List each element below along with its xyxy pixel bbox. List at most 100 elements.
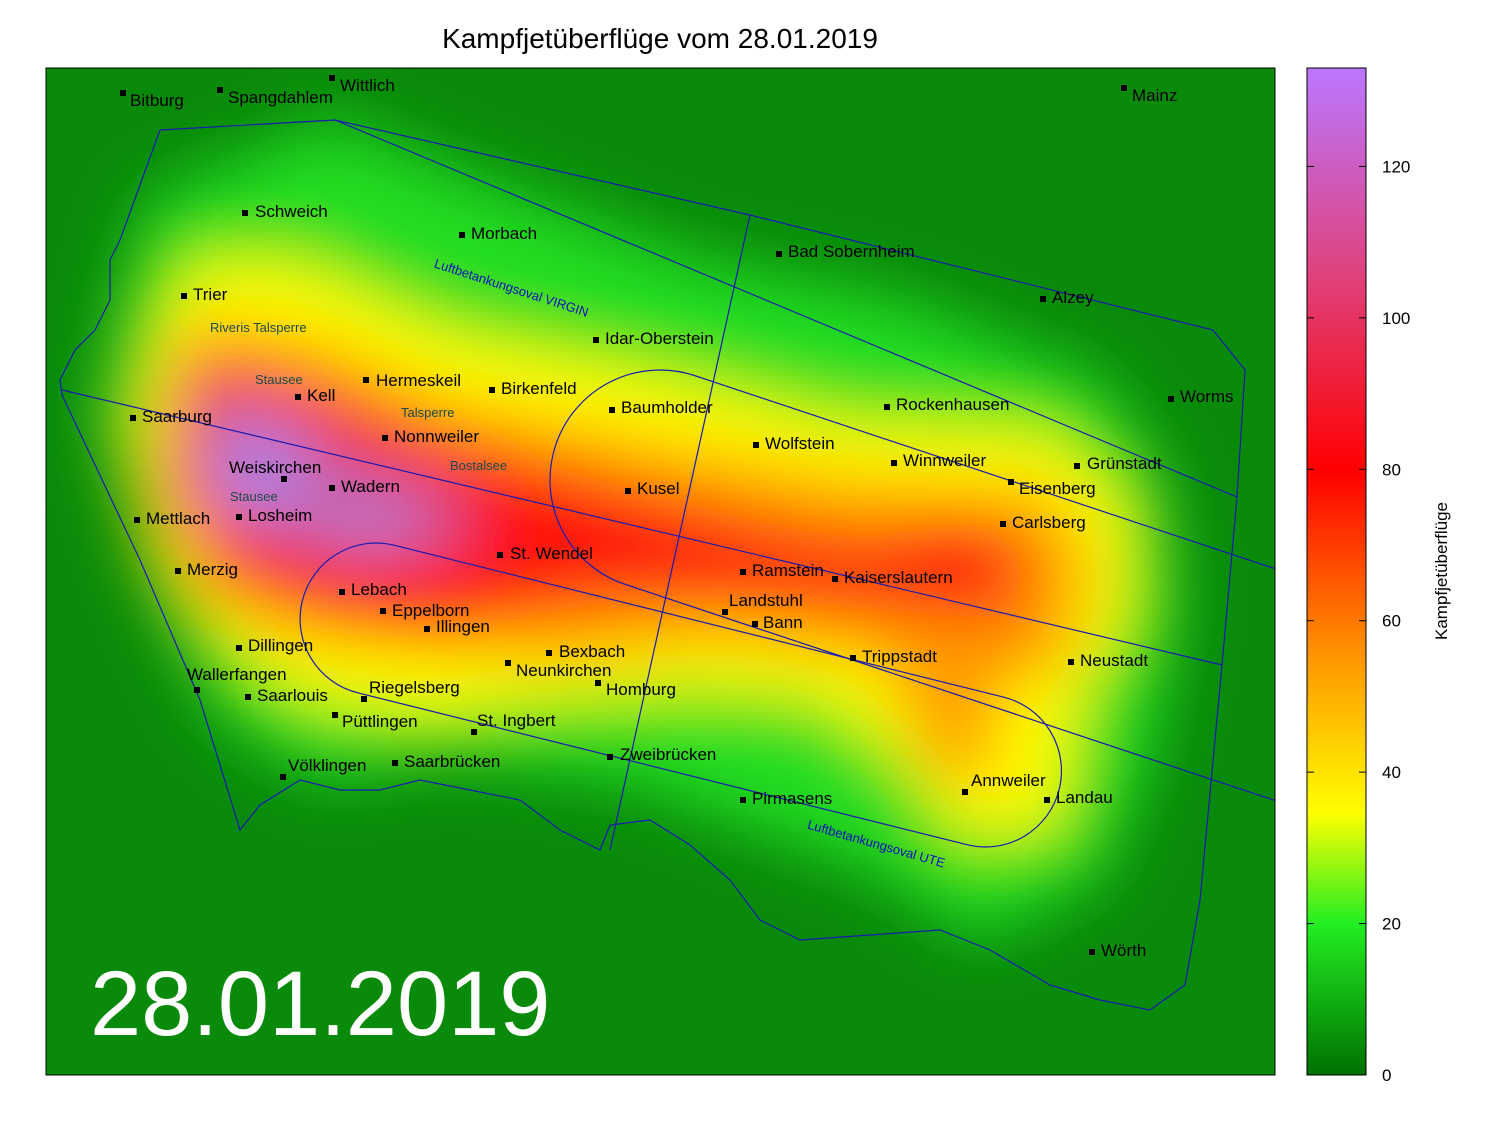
place-marker (236, 514, 242, 520)
place-marker (181, 293, 187, 299)
place-label: Carlsberg (1012, 513, 1086, 532)
colorbar-tick-label: 60 (1382, 612, 1401, 631)
place-label: Riegelsberg (369, 678, 460, 697)
place-label: Rockenhausen (896, 395, 1009, 414)
place-label: Hermeskeil (376, 371, 461, 390)
place-marker (281, 476, 287, 482)
place-label: Bad Sobernheim (788, 242, 915, 261)
place-marker (1044, 797, 1050, 803)
colorbar-tick-label: 100 (1382, 309, 1410, 328)
place-marker (459, 232, 465, 238)
place-label: Worms (1180, 387, 1234, 406)
place-label: Trippstadt (862, 647, 937, 666)
place-marker (962, 789, 968, 795)
place-marker (236, 645, 242, 651)
place-marker (329, 485, 335, 491)
place-marker (752, 621, 758, 627)
place-marker (361, 696, 367, 702)
place-marker (130, 415, 136, 421)
place-marker (595, 680, 601, 686)
lake-label: Talsperre (401, 405, 454, 420)
place-label: Mettlach (146, 509, 210, 528)
place-label: Püttlingen (342, 712, 418, 731)
place-label: Annweiler (971, 771, 1046, 790)
place-marker (740, 569, 746, 575)
lake-label: Riveris Talsperre (210, 320, 307, 335)
place-marker (1008, 479, 1014, 485)
place-label: Birkenfeld (501, 379, 577, 398)
colorbar-tick-label: 40 (1382, 763, 1401, 782)
place-marker (120, 90, 126, 96)
place-label: Neustadt (1080, 651, 1148, 670)
place-label: Wallerfangen (187, 665, 287, 684)
place-label: Bann (763, 613, 803, 632)
place-marker (546, 650, 552, 656)
place-marker (382, 435, 388, 441)
heatmap: Bitburg Spangdahlem Wittlich Mainz Schweich M… (46, 68, 1275, 1075)
colorbar (1306, 67, 1367, 1076)
place-marker (625, 488, 631, 494)
place-label: Baumholder (621, 398, 713, 417)
place-marker (753, 442, 759, 448)
place-label: Eppelborn (392, 601, 470, 620)
plot-frame (45, 67, 1276, 1076)
place-label: Völklingen (288, 756, 366, 775)
place-marker (424, 626, 430, 632)
place-label: Alzey (1052, 288, 1094, 307)
place-marker (1074, 463, 1080, 469)
place-label: Pirmasens (752, 789, 832, 808)
place-marker (609, 407, 615, 413)
place-marker (850, 655, 856, 661)
place-label: Neunkirchen (516, 661, 611, 680)
place-marker (242, 210, 248, 216)
place-marker (1168, 396, 1174, 402)
place-label: Landstuhl (729, 591, 803, 610)
place-marker (1040, 296, 1046, 302)
place-label: Merzig (187, 560, 238, 579)
place-label: Saarlouis (257, 686, 328, 705)
place-label: Illingen (436, 617, 490, 636)
lake-label: Stausee (255, 372, 303, 387)
place-label: Grünstadt (1087, 454, 1162, 473)
place-marker (740, 797, 746, 803)
place-marker (776, 251, 782, 257)
title: Kampfjetüberflüge vom 28.01.2019 (442, 23, 878, 54)
place-label: Dillingen (248, 636, 313, 655)
boundaries (59, 119, 1275, 1011)
colorbar-label: Kampfjetüberflüge (1432, 502, 1451, 640)
place-marker (593, 337, 599, 343)
place-label: Eisenberg (1019, 479, 1096, 498)
place-marker (339, 589, 345, 595)
place-marker (1121, 85, 1127, 91)
place-marker (884, 404, 890, 410)
place-label: Spangdahlem (228, 88, 333, 107)
place-label: Nonnweiler (394, 427, 479, 446)
colorbar-tick-label: 20 (1382, 915, 1401, 934)
place-label: Mainz (1132, 86, 1177, 105)
place-label: Schweich (255, 202, 328, 221)
place-label: Trier (193, 285, 228, 304)
place-label: Zweibrücken (620, 745, 716, 764)
place-label: Wadern (341, 477, 400, 496)
place-marker (505, 660, 511, 666)
place-label: Losheim (248, 506, 312, 525)
place-marker (1089, 949, 1095, 955)
place-label: Saarburg (142, 407, 212, 426)
place-label: Morbach (471, 224, 537, 243)
place-label: Wörth (1101, 941, 1146, 960)
place-label: Idar-Oberstein (605, 329, 714, 348)
place-marker (380, 608, 386, 614)
lake-label: Stausee (230, 489, 278, 504)
place-marker (891, 460, 897, 466)
place-marker (471, 729, 477, 735)
colorbar-tick-label: 80 (1382, 460, 1401, 479)
place-label: Winnweiler (903, 451, 986, 470)
place-label: Saarbrücken (404, 752, 500, 771)
places: Bitburg Spangdahlem Wittlich Mainz Schweich M… (120, 75, 1234, 960)
lake-label: Bostalsee (450, 458, 507, 473)
place-marker (295, 394, 301, 400)
place-marker (175, 568, 181, 574)
place-marker (363, 377, 369, 383)
place-label: Bexbach (559, 642, 625, 661)
